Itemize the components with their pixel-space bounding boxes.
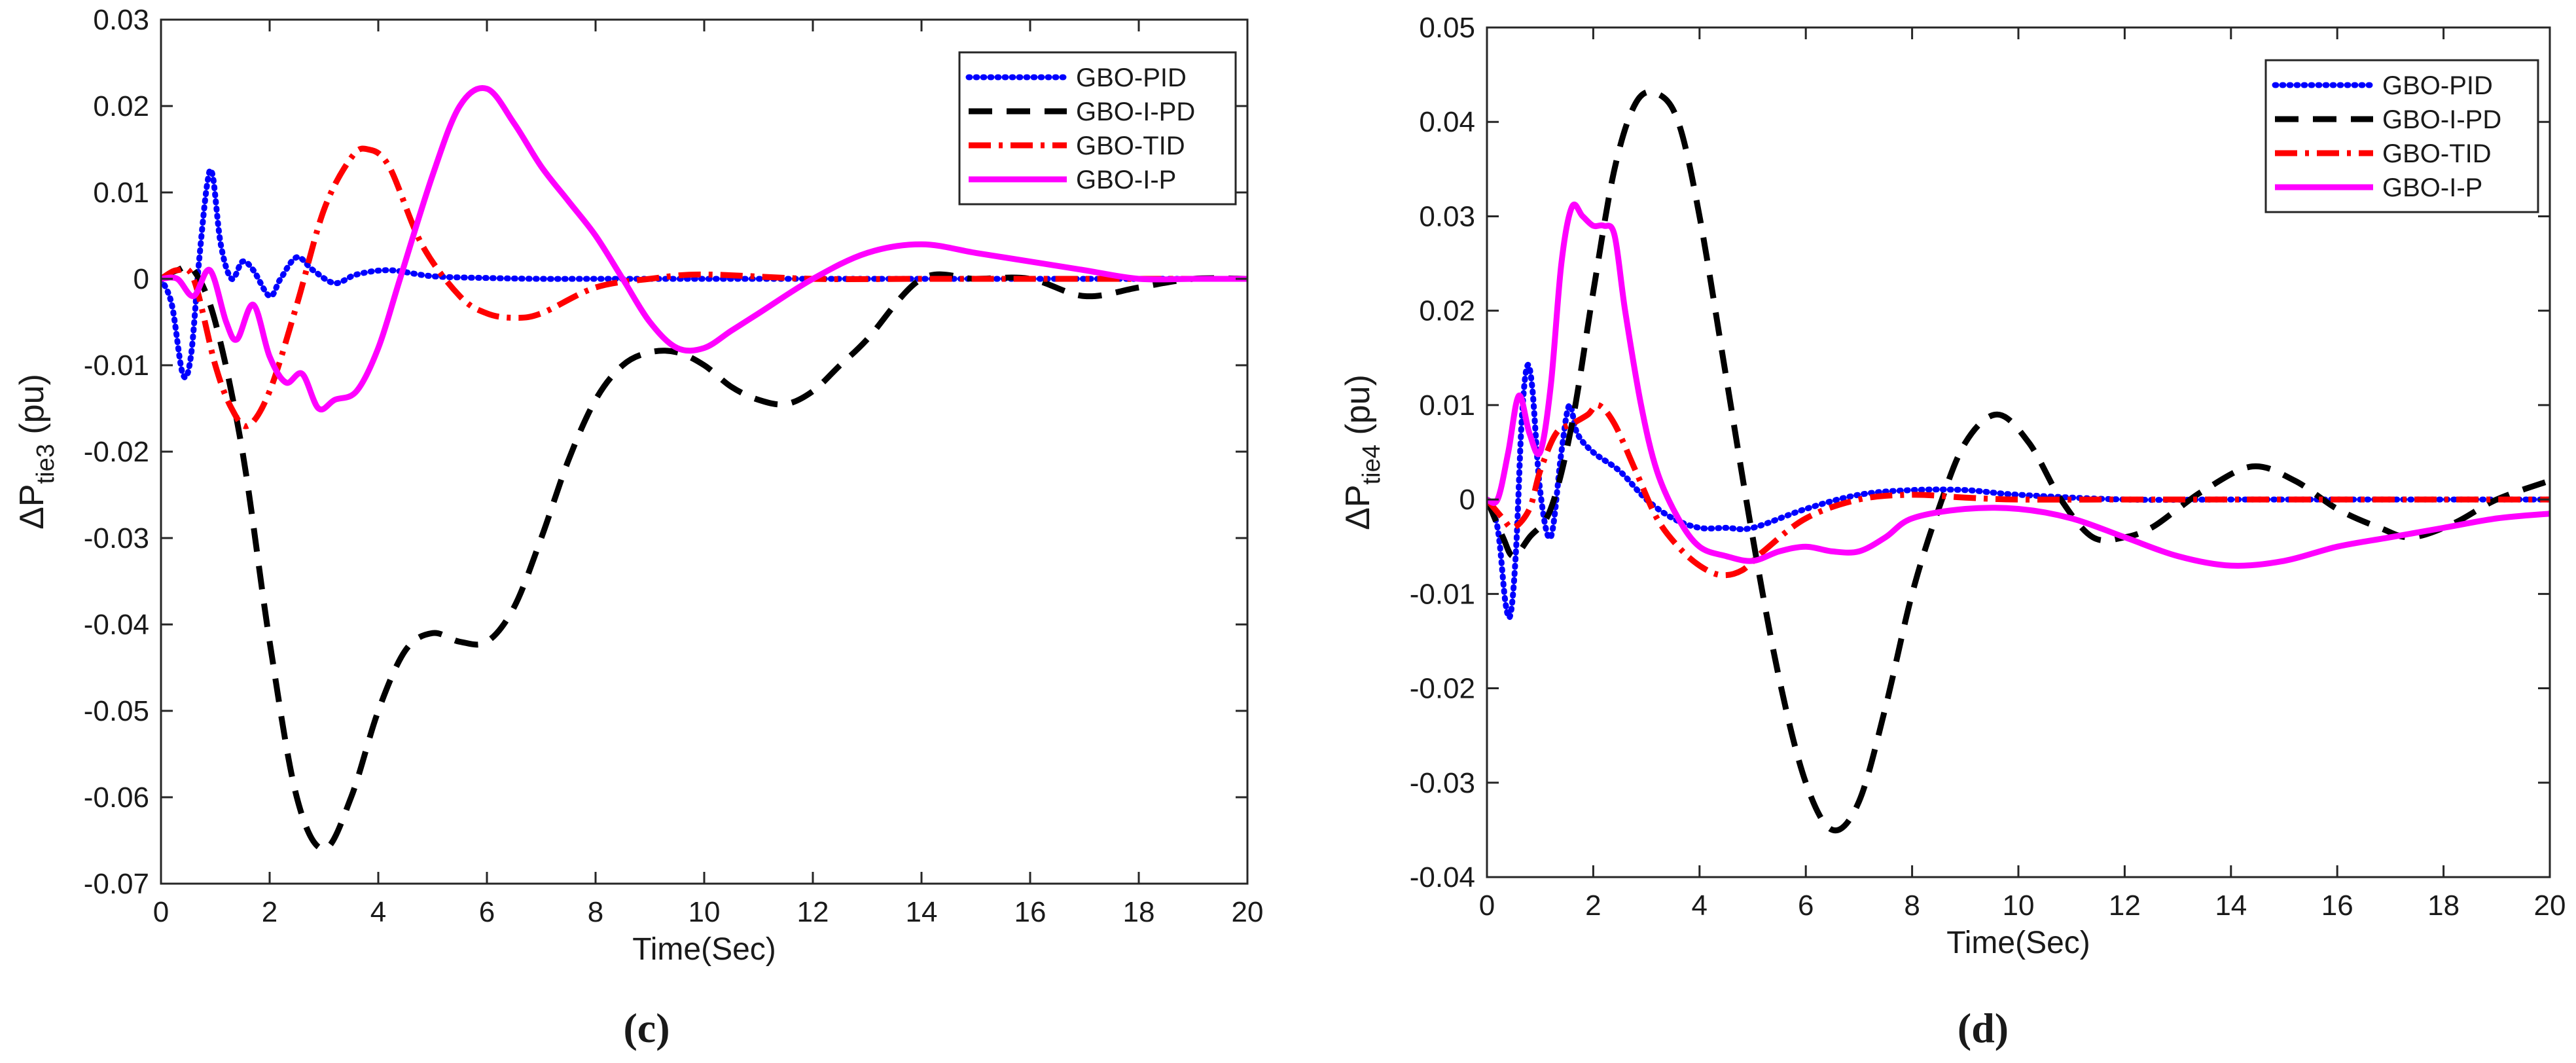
x-tick-label: 0 — [1479, 890, 1495, 922]
y-tick-label: 0 — [1459, 484, 1475, 516]
x-tick-label: 16 — [2321, 890, 2353, 922]
legend-label: GBO-I-PD — [1076, 98, 1195, 126]
y-axis-label: ΔPtie4 (pu) — [1339, 374, 1386, 530]
series-group — [161, 85, 1247, 852]
y-axis-label-sub: tie3 — [32, 444, 60, 484]
series-line-gbo-tid — [161, 145, 1247, 429]
x-tick-label: 2 — [1585, 890, 1601, 922]
y-axis-label-main: ΔP — [1339, 484, 1377, 530]
y-axis-label-unit: (pu) — [1339, 374, 1377, 444]
y-tick-label: 0.02 — [1419, 295, 1475, 327]
x-tick-label: 14 — [906, 896, 938, 928]
x-tick-label: 12 — [2109, 890, 2141, 922]
x-tick-label: 16 — [1014, 896, 1046, 928]
legend-label: GBO-I-P — [2382, 173, 2482, 202]
y-axis-label-unit: (pu) — [13, 374, 51, 444]
legend-label: GBO-TID — [1076, 132, 1185, 160]
x-tick-label: 8 — [1904, 890, 1920, 922]
series-group — [1487, 88, 2550, 834]
y-tick-label: 0.02 — [93, 90, 149, 122]
x-tick-label: 18 — [2427, 890, 2460, 922]
y-tick-label: 0 — [134, 263, 149, 295]
y-tick-label: 0.04 — [1419, 106, 1475, 138]
x-tick-label: 12 — [797, 896, 829, 928]
y-tick-label: -0.02 — [84, 436, 149, 468]
y-tick-label: 0.05 — [1419, 12, 1475, 44]
x-tick-label: 8 — [588, 896, 603, 928]
series-line-gbo-i-pd — [1487, 88, 2550, 834]
y-tick-label: -0.04 — [1410, 861, 1475, 893]
y-tick-label: 0.03 — [93, 4, 149, 36]
x-tick-label: 6 — [1798, 890, 1814, 922]
chart-panel-c: 0 2 4 6 8 10 12 14 16 18 20 -0.07 -0.06 -0.05 -0.04 -0.… — [13, 4, 1263, 1051]
legend-label: GBO-TID — [2382, 139, 2492, 168]
x-tick-label: 18 — [1123, 896, 1155, 928]
x-tick-label: 4 — [370, 896, 386, 928]
y-tick-label: -0.04 — [84, 609, 149, 641]
legend-label: GBO-PID — [1076, 63, 1187, 92]
legend-label: GBO-I-P — [1076, 166, 1176, 194]
x-tick-label: 10 — [689, 896, 721, 928]
y-axis-label-sub: tie4 — [1358, 444, 1386, 484]
x-tick-label: 20 — [2534, 890, 2566, 922]
legend-label: GBO-I-PD — [2382, 105, 2501, 134]
y-tick-label: -0.03 — [1410, 767, 1475, 799]
x-tick-label: 20 — [1232, 896, 1264, 928]
x-axis-label: Time(Sec) — [1946, 926, 2090, 960]
x-axis-label: Time(Sec) — [632, 932, 776, 967]
y-tick-label: 0.03 — [1419, 200, 1475, 232]
y-tick-label: -0.01 — [84, 350, 149, 382]
x-tick-label: 10 — [2003, 890, 2035, 922]
y-axis-label: ΔPtie3 (pu) — [13, 374, 60, 530]
legend-label: GBO-PID — [2382, 71, 2493, 100]
x-tick-label: 14 — [2215, 890, 2247, 922]
y-tick-label: -0.07 — [84, 868, 149, 900]
y-tick-label: -0.05 — [84, 695, 149, 727]
panel-caption: (c) — [623, 1005, 670, 1051]
x-tick-label: 6 — [479, 896, 495, 928]
y-tick-label: -0.03 — [84, 522, 149, 554]
series-line-gbo-i-p — [1487, 202, 2550, 569]
chart-panel-d: 0 2 4 6 8 10 12 14 16 18 20 -0.04 -0.03 -0.02 -0.01 0 0.… — [1339, 12, 2566, 1051]
y-tick-label: 0.01 — [1419, 389, 1475, 422]
y-tick-label: 0.01 — [93, 177, 149, 209]
legend: GBO-PID GBO-I-PD GBO-TID GBO-I-P — [958, 51, 1237, 206]
panel-caption: (d) — [1958, 1005, 2009, 1051]
y-tick-label: -0.02 — [1410, 673, 1475, 705]
legend: GBO-PID GBO-I-PD GBO-TID GBO-I-P — [2264, 59, 2539, 213]
series-line-gbo-i-pd — [161, 262, 1247, 852]
y-axis-label-main: ΔP — [13, 484, 51, 529]
x-tick-label: 0 — [153, 896, 169, 928]
series-line-gbo-i-p — [161, 85, 1247, 413]
y-tick-label: -0.01 — [1410, 578, 1475, 610]
x-tick-label: 4 — [1692, 890, 1708, 922]
x-tick-label: 2 — [262, 896, 277, 928]
series-line-gbo-tid — [1487, 402, 2550, 579]
y-tick-label: -0.06 — [84, 782, 149, 814]
